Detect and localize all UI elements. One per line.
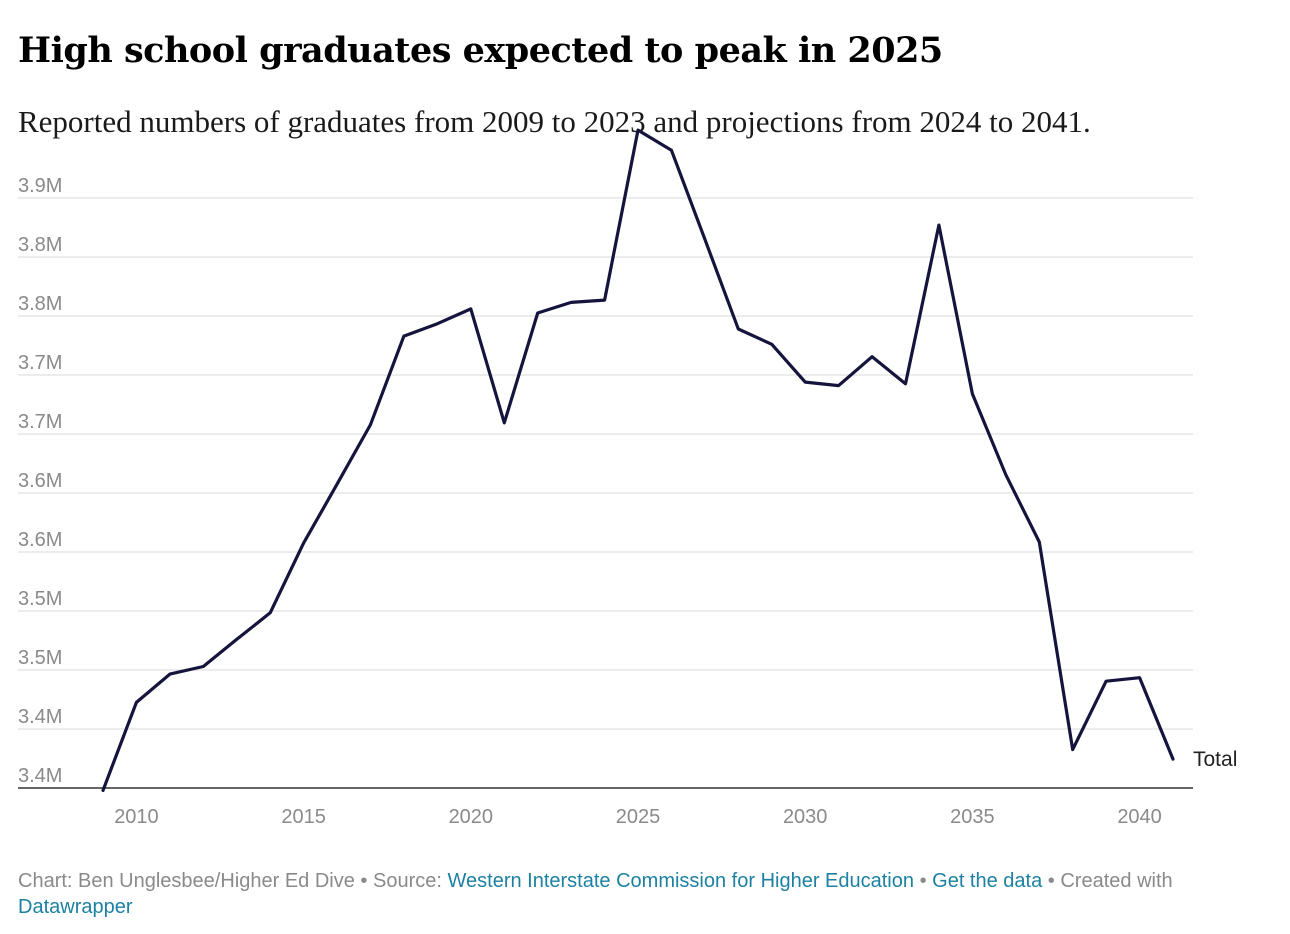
footer-separator: • xyxy=(360,870,368,892)
series-lines: Total xyxy=(101,128,1237,793)
y-tick-label: 3.6M xyxy=(18,470,62,492)
y-tick-label: 3.6M xyxy=(18,529,62,551)
y-tick-label: 3.7M xyxy=(18,352,62,374)
get-the-data-link[interactable]: Get the data xyxy=(932,870,1043,892)
y-tick-label: 3.9M xyxy=(18,175,62,197)
footer-separator: • xyxy=(919,870,927,892)
y-tick-label: 3.5M xyxy=(18,588,62,610)
x-axis-ticks: 2010 2015 2020 2025 2030 2035 2040 xyxy=(114,806,1162,828)
y-tick-label: 3.7M xyxy=(18,411,62,433)
created-with-text: Created with xyxy=(1060,870,1173,892)
x-tick-label: 2030 xyxy=(783,806,828,828)
footer-separator: • xyxy=(1047,870,1055,892)
y-axis-ticks: 3.9M 3.8M 3.8M 3.7M 3.7M 3.6M 3.6M 3.5M 3.5M 3.4M… xyxy=(18,175,62,787)
source-link[interactable]: Western Interstate Commission for Higher… xyxy=(447,870,915,892)
chart-credit: Chart: Ben Unglesbee/Higher Ed Dive xyxy=(18,870,355,892)
y-tick-label: 3.8M xyxy=(18,234,62,256)
line-chart: 3.9M 3.8M 3.8M 3.7M 3.7M 3.6M 3.6M 3.5M 3.5M 3.4M… xyxy=(18,128,1237,828)
x-tick-label: 2040 xyxy=(1117,806,1162,828)
x-tick-label: 2025 xyxy=(616,806,661,828)
series-end-label: Total xyxy=(1193,748,1237,771)
series-line-total xyxy=(101,128,1175,793)
y-tick-label: 3.4M xyxy=(18,765,62,787)
x-tick-label: 2020 xyxy=(449,806,494,828)
chart-subtitle: Reported numbers of graduates from 2009 … xyxy=(18,104,1091,139)
source-prefix: Source: xyxy=(373,870,442,892)
datawrapper-link[interactable]: Datawrapper xyxy=(18,896,133,918)
x-tick-label: 2035 xyxy=(950,806,995,828)
x-tick-label: 2010 xyxy=(114,806,159,828)
chart-footer: Chart: Ben Unglesbee/Higher Ed Dive • So… xyxy=(18,868,1248,920)
gridlines xyxy=(18,197,1193,789)
x-tick-label: 2015 xyxy=(281,806,326,828)
y-tick-label: 3.5M xyxy=(18,647,62,669)
y-tick-label: 3.8M xyxy=(18,293,62,315)
chart-title: High school graduates expected to peak i… xyxy=(18,30,943,71)
y-tick-label: 3.4M xyxy=(18,706,62,728)
